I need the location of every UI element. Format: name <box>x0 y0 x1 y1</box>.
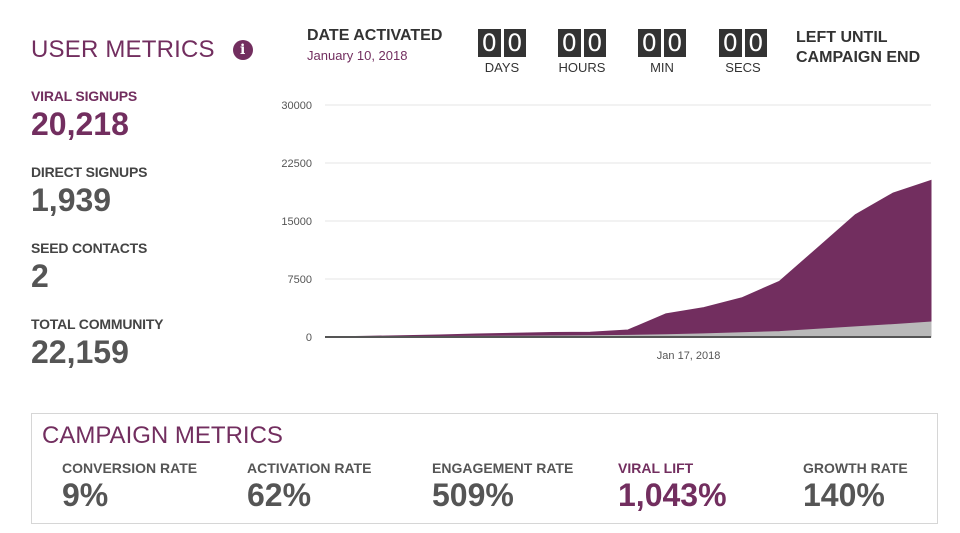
hours-unit: HOURS <box>558 60 606 75</box>
min-digit-1: 0 <box>638 29 661 57</box>
date-activated-label: DATE ACTIVATED <box>307 27 443 44</box>
growth-rate-metric: GROWTH RATE 140% <box>803 460 908 514</box>
direct-signups-label: DIRECT SIGNUPS <box>31 164 148 180</box>
secs-digit-1: 0 <box>719 29 742 57</box>
viral-lift-label: VIRAL LIFT <box>618 460 694 476</box>
direct-signups-value: 1,939 <box>31 182 112 218</box>
user-metrics-title: USER METRICS i <box>31 36 253 64</box>
engagement-rate-label: ENGAGEMENT RATE <box>432 460 574 476</box>
left-until-campaign-end: LEFT UNTIL CAMPAIGN END <box>796 29 921 66</box>
days-unit: DAYS <box>484 60 520 75</box>
seed-contacts-label: SEED CONTACTS <box>31 240 148 256</box>
activation-rate-metric: ACTIVATION RATE 62% <box>247 460 371 514</box>
viral-signups-value: 20,218 <box>31 106 129 142</box>
date-activated-value: January 10, 2018 <box>307 48 408 63</box>
countdown-secs: 0 0 SECS <box>719 29 767 75</box>
secs-unit: SECS <box>725 60 761 75</box>
min-digit-2: 0 <box>663 29 686 57</box>
campaign-metrics-panel: CAMPAIGN METRICS CONVERSION RATE 9% ACTI… <box>31 413 938 524</box>
campaign-metrics-title: CAMPAIGN METRICS <box>42 422 283 449</box>
seed-contacts-metric: SEED CONTACTS 2 <box>31 240 147 294</box>
conversion-rate-label: CONVERSION RATE <box>62 460 198 476</box>
chart-areas <box>324 179 932 338</box>
y-tick-label-0: 0 <box>306 332 312 344</box>
viral-lift-value: 1,043% <box>618 477 727 513</box>
activation-rate-value: 62% <box>247 477 312 513</box>
conversion-rate-metric: CONVERSION RATE 9% <box>62 460 197 514</box>
growth-rate-label: GROWTH RATE <box>803 460 908 476</box>
min-unit: MIN <box>650 60 674 75</box>
seed-contacts-value: 2 <box>31 258 49 294</box>
y-tick-label-2: 15000 <box>281 216 312 228</box>
signups-area-chart: 0 7500 15000 22500 30000 Jan 17, 2018 <box>281 100 932 362</box>
area-viral-signups <box>324 179 932 338</box>
y-tick-label-4: 30000 <box>281 100 312 112</box>
engagement-rate-metric: ENGAGEMENT RATE 509% <box>432 460 573 514</box>
chart-labels: 0 7500 15000 22500 30000 Jan 17, 2018 <box>281 100 720 362</box>
total-community-label: TOTAL COMMUNITY <box>31 316 164 332</box>
conversion-rate-value: 9% <box>62 477 109 513</box>
growth-rate-value: 140% <box>803 477 885 513</box>
engagement-rate-value: 509% <box>432 477 514 513</box>
viral-lift-metric: VIRAL LIFT 1,043% <box>618 460 727 514</box>
days-digit-1: 0 <box>478 29 501 57</box>
user-metrics-title-text: USER METRICS <box>31 36 215 63</box>
days-digit-2: 0 <box>503 29 526 57</box>
countdown-days: 0 0 DAYS <box>478 29 526 75</box>
countdown-hours: 0 0 HOURS <box>558 29 606 75</box>
secs-digit-2: 0 <box>744 29 767 57</box>
viral-signups-label: VIRAL SIGNUPS <box>31 88 138 104</box>
countdown-min: 0 0 MIN <box>638 29 686 75</box>
viral-signups-metric: VIRAL SIGNUPS 20,218 <box>31 88 137 142</box>
date-activated: DATE ACTIVATED January 10, 2018 <box>307 27 442 63</box>
hours-digit-1: 0 <box>558 29 581 57</box>
total-community-metric: TOTAL COMMUNITY 22,159 <box>31 316 164 370</box>
activation-rate-label: ACTIVATION RATE <box>247 460 372 476</box>
hours-digit-2: 0 <box>583 29 606 57</box>
y-tick-label-3: 22500 <box>281 158 312 170</box>
direct-signups-metric: DIRECT SIGNUPS 1,939 <box>31 164 147 218</box>
y-tick-label-1: 7500 <box>288 274 312 286</box>
total-community-value: 22,159 <box>31 334 129 370</box>
x-tick-label-0: Jan 17, 2018 <box>657 350 721 362</box>
info-icon[interactable]: i <box>232 40 253 60</box>
